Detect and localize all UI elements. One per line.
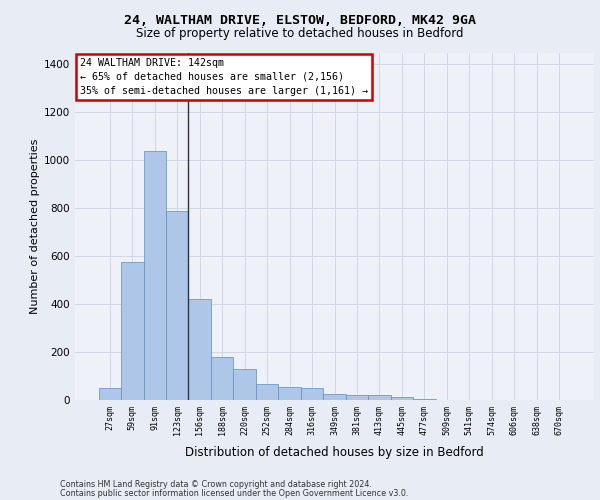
Bar: [323, 394, 346, 400]
Bar: [166, 210, 188, 400]
Text: 24, WALTHAM DRIVE, ELSTOW, BEDFORD, MK42 9GA: 24, WALTHAM DRIVE, ELSTOW, BEDFORD, MK42…: [124, 14, 476, 27]
Bar: [413, 399, 436, 400]
Bar: [391, 397, 413, 400]
Bar: [121, 262, 143, 400]
Text: Contains HM Land Registry data © Crown copyright and database right 2024.: Contains HM Land Registry data © Crown c…: [60, 480, 372, 489]
Bar: [368, 395, 391, 400]
Bar: [211, 357, 233, 400]
Text: Contains public sector information licensed under the Open Government Licence v3: Contains public sector information licen…: [60, 488, 409, 498]
Bar: [278, 387, 301, 400]
Bar: [233, 369, 256, 400]
X-axis label: Distribution of detached houses by size in Bedford: Distribution of detached houses by size …: [185, 446, 484, 459]
Bar: [143, 151, 166, 400]
Bar: [346, 395, 368, 400]
Bar: [98, 388, 121, 400]
Text: Size of property relative to detached houses in Bedford: Size of property relative to detached ho…: [136, 28, 464, 40]
Y-axis label: Number of detached properties: Number of detached properties: [30, 138, 40, 314]
Bar: [256, 384, 278, 400]
Text: 24 WALTHAM DRIVE: 142sqm
← 65% of detached houses are smaller (2,156)
35% of sem: 24 WALTHAM DRIVE: 142sqm ← 65% of detach…: [80, 58, 368, 96]
Bar: [301, 388, 323, 400]
Bar: [188, 300, 211, 400]
